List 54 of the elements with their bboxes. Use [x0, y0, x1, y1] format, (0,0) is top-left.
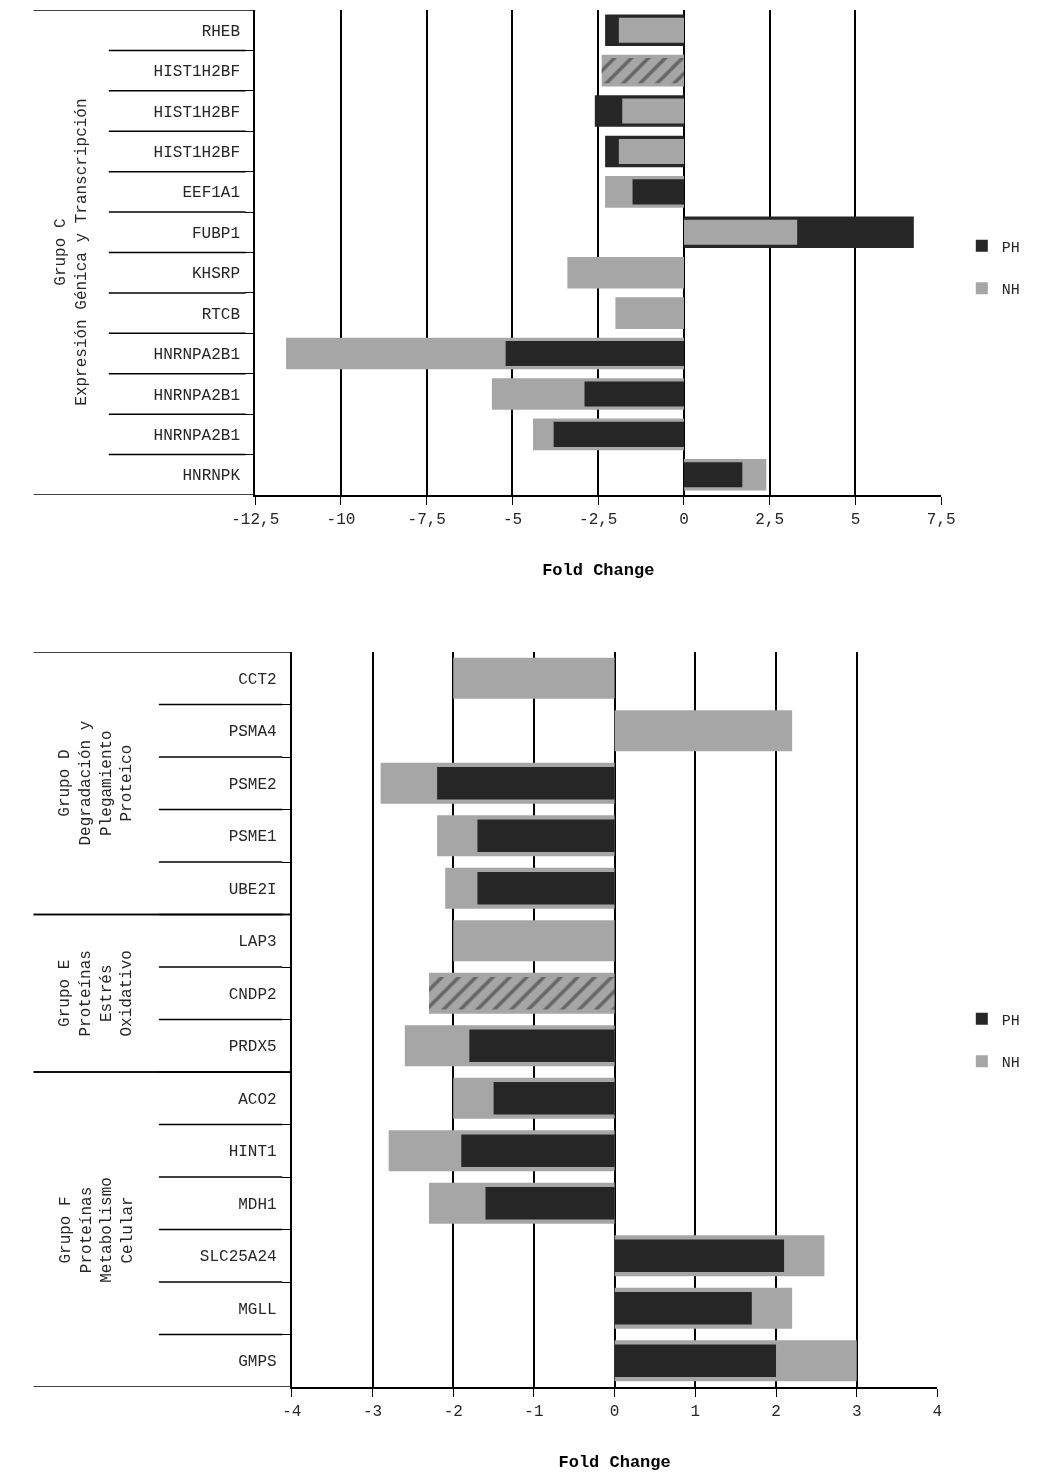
- y-tick-label: LAP3: [238, 933, 277, 952]
- text: Grupo D Degradación y Plegamiento Proteico: [56, 720, 137, 846]
- x-tick-label: -2,5: [579, 511, 618, 530]
- y-tick-label: PSME1: [228, 828, 277, 847]
- y-tick-label: MGLL: [238, 1300, 277, 1319]
- y-tick-label: CCT2: [238, 670, 277, 689]
- y-tick-label: PSMA4: [228, 723, 277, 742]
- y-tick-label: GMPS: [238, 1353, 277, 1372]
- x-tick-label: -3: [362, 1403, 383, 1422]
- x-tick-label: -2: [443, 1403, 463, 1422]
- y-tick-label: PRDX5: [228, 1038, 277, 1057]
- x-tick-label: 3: [851, 1403, 862, 1422]
- legend-label: NH: [1001, 1055, 1020, 1073]
- legend-label: PH: [1001, 239, 1020, 257]
- x-tick-label: 2: [771, 1403, 781, 1422]
- x-tick-label: -4: [282, 1403, 302, 1422]
- y-tick-label: CNDP2: [228, 985, 277, 1004]
- x-tick-label: 5: [850, 511, 861, 530]
- y-tick-label: RHEB: [201, 22, 241, 41]
- x-tick-label: -1: [524, 1403, 544, 1422]
- x-tick-label: 2,5: [755, 511, 785, 530]
- y-tick-label: HINT1: [228, 1143, 277, 1162]
- x-axis-title: Fold Change: [542, 561, 655, 581]
- y-tick-label: FUBP1: [192, 224, 241, 243]
- y-tick-label: MDH1: [238, 1195, 277, 1214]
- y-tick-label: HIST1H2BF: [153, 103, 241, 122]
- y-tick-label: RTCB: [201, 305, 241, 324]
- y-tick-label: HNRNPA2B1: [153, 386, 241, 405]
- y-tick-label: EEF1A1: [182, 184, 241, 203]
- x-tick-label: -5: [502, 511, 523, 530]
- x-tick-label: 0: [609, 1403, 620, 1422]
- y-tick-label: HIST1H2BF: [153, 63, 241, 82]
- x-tick-label: -10: [326, 511, 356, 530]
- y-tick-label: UBE2I: [228, 880, 277, 899]
- legend-label: NH: [1001, 282, 1020, 300]
- y-tick-label: HIST1H2BF: [153, 144, 241, 163]
- y-tick-label: HNRNPA2B1: [153, 346, 241, 365]
- y-tick-label: ACO2: [238, 1090, 277, 1109]
- text: Grupo E Proteínas Estrés Oxidativo: [56, 950, 137, 1037]
- x-tick-label: 0: [679, 511, 689, 530]
- y-tick-label: HNRNPA2B1: [153, 426, 241, 445]
- y-tick-label: PSME2: [228, 775, 277, 794]
- x-tick-label: -12,5: [231, 511, 280, 530]
- text: Grupo F Proteínas Metabolismo Celular: [56, 1177, 138, 1283]
- x-tick-label: 4: [932, 1403, 943, 1422]
- y-tick-label: SLC25A24: [199, 1248, 277, 1267]
- x-tick-label: 7,5: [926, 511, 956, 530]
- x-axis-title: Fold Change: [558, 1453, 671, 1473]
- y-tick-label: KHSRP: [192, 265, 241, 284]
- y-tick-label: HNRNPK: [182, 467, 241, 486]
- text: Grupo C Expresión Génica y Transcripción: [51, 98, 91, 406]
- x-tick-label: 1: [690, 1403, 701, 1422]
- legend-label: PH: [1001, 1012, 1020, 1030]
- x-tick-label: -7,5: [407, 511, 446, 530]
